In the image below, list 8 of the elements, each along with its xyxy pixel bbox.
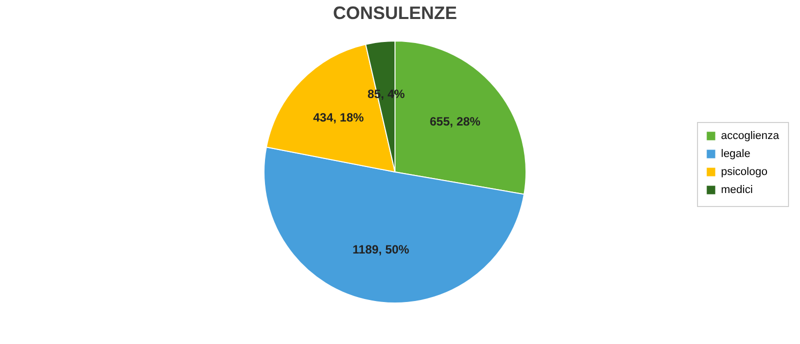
chart-title: CONSULENZE <box>332 3 458 23</box>
data-label: 434, 18% <box>313 110 364 124</box>
legend-label: medici <box>721 184 753 196</box>
legend-label: psicologo <box>721 166 768 178</box>
data-label: 1189, 50% <box>352 242 410 256</box>
legend-label: accoglienza <box>721 130 780 142</box>
legend-label: legale <box>721 148 750 160</box>
data-label: 655, 28% <box>430 114 481 128</box>
